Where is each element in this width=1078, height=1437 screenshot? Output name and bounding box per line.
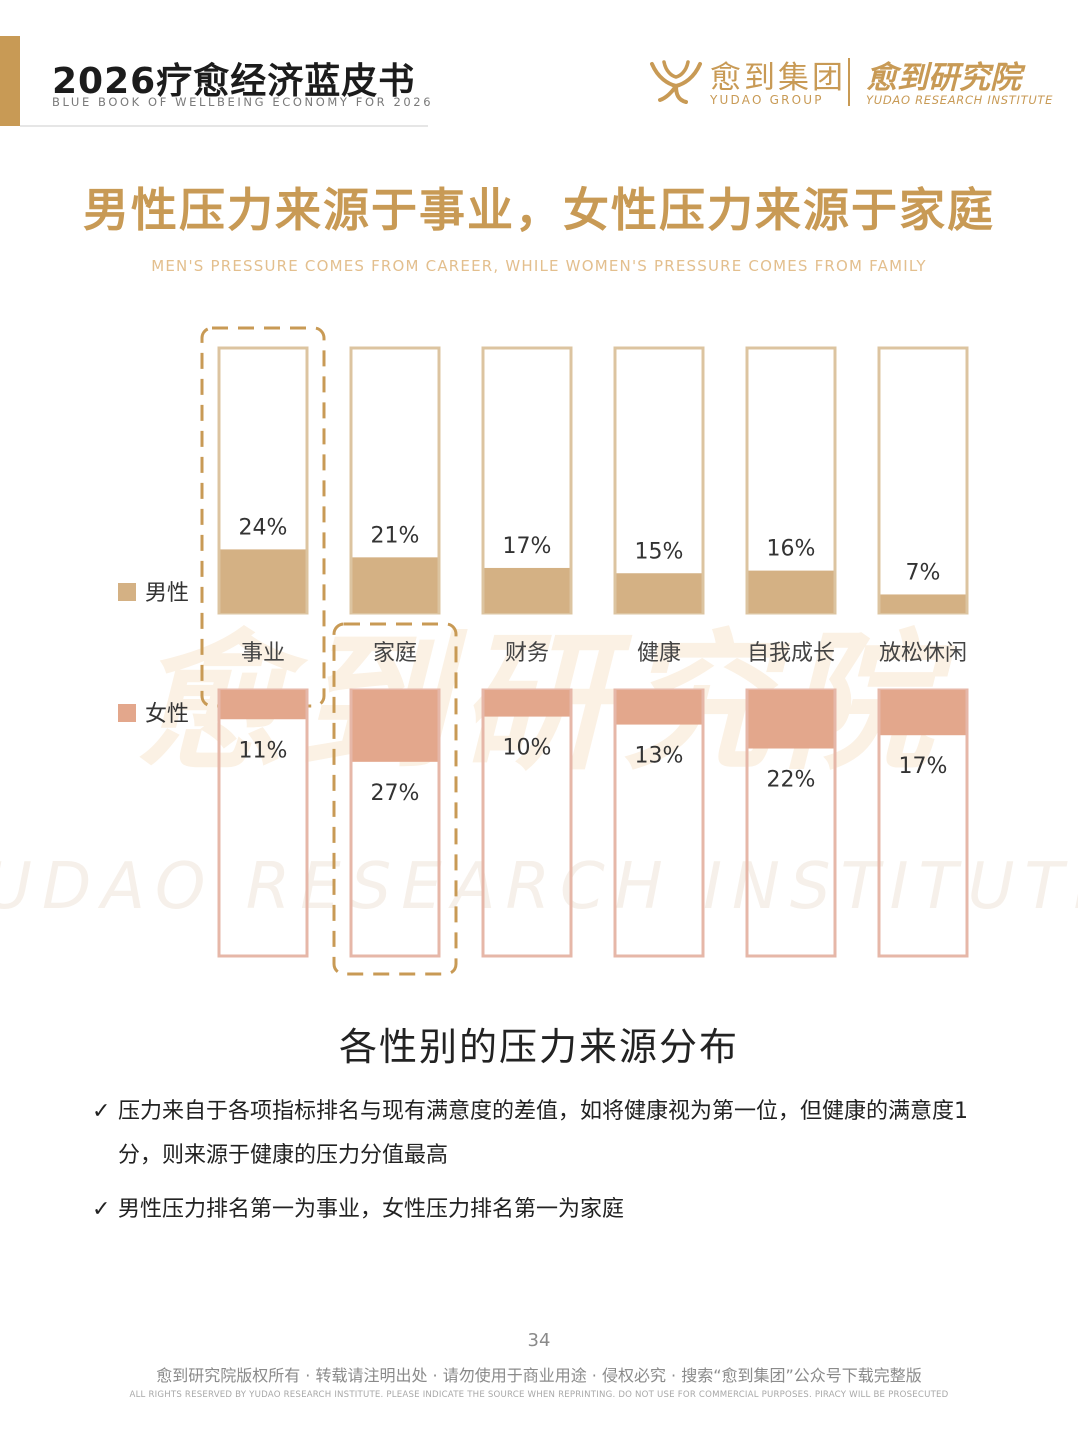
male-value-label: 7% bbox=[906, 560, 941, 585]
category-label: 自我成长 bbox=[747, 641, 835, 666]
category-label: 财务 bbox=[505, 641, 549, 666]
male-bar bbox=[352, 557, 438, 613]
institute-name-en: YUDAO RESEARCH INSTITUTE bbox=[866, 93, 1054, 107]
category-label: 健康 bbox=[637, 641, 681, 666]
male-value-label: 24% bbox=[239, 515, 288, 540]
check-mark-icon: ✓ bbox=[92, 1197, 111, 1222]
female-bar bbox=[484, 690, 570, 717]
category-label: 放松休闲 bbox=[879, 641, 967, 666]
female-bar bbox=[220, 690, 306, 720]
female-value-label: 10% bbox=[503, 736, 552, 761]
note-text: 压力来自于各项指标排名与现有满意度的差值，如将健康视为第一位，但健康的满意度1分… bbox=[118, 1099, 968, 1168]
notes-list: ✓ 压力来自于各项指标排名与现有满意度的差值，如将健康视为第一位，但健康的满意度… bbox=[92, 1090, 992, 1242]
female-value-label: 27% bbox=[371, 781, 420, 806]
male-value-label: 16% bbox=[767, 537, 816, 562]
male-bar bbox=[748, 570, 834, 613]
check-mark-icon: ✓ bbox=[92, 1099, 111, 1124]
logo-divider bbox=[848, 58, 850, 106]
male-bar bbox=[484, 567, 570, 613]
footer-copyright-en: ALL RIGHTS RESERVED BY YUDAO RESEARCH IN… bbox=[129, 1390, 949, 1400]
watermark-en: YUDAO RESEARCH INSTITUTE bbox=[0, 850, 1078, 924]
female-bar bbox=[880, 690, 966, 736]
page-number: 34 bbox=[527, 1330, 551, 1351]
male-value-label: 15% bbox=[635, 539, 684, 564]
female-value-label: 17% bbox=[899, 754, 948, 779]
female-bar bbox=[352, 690, 438, 762]
legend-swatch-female bbox=[118, 704, 136, 722]
brand-name-cn: 愈到集团 bbox=[710, 60, 846, 96]
female-bar bbox=[616, 690, 702, 725]
institute-name-cn: 愈到研究院 bbox=[866, 60, 1021, 96]
female-value-label: 11% bbox=[239, 738, 288, 763]
male-bar bbox=[220, 549, 306, 613]
legend-swatch-male bbox=[118, 583, 136, 601]
female-value-label: 22% bbox=[767, 768, 816, 793]
note-text: 男性压力排名第一为事业，女性压力排名第一为家庭 bbox=[118, 1197, 625, 1222]
legend-label-male: 男性 bbox=[145, 581, 189, 606]
footer-copyright-cn: 愈到研究院版权所有 · 转载请注明出处 · 请勿使用于商业用途 · 侵权必究 ·… bbox=[156, 1366, 922, 1385]
page-subtitle: MEN'S PRESSURE COMES FROM CAREER, WHILE … bbox=[151, 257, 927, 275]
male-value-label: 17% bbox=[503, 534, 552, 559]
book-title: 2026疗愈经济蓝皮书 bbox=[52, 61, 416, 102]
pressure-source-chart: 愈到研究院 YUDAO RESEARCH INSTITUTE 24%事业11%2… bbox=[0, 326, 1078, 976]
note-item: ✓ 压力来自于各项指标排名与现有满意度的差值，如将健康视为第一位，但健康的满意度… bbox=[92, 1090, 992, 1178]
note-item: ✓ 男性压力排名第一为事业，女性压力排名第一为家庭 bbox=[92, 1188, 992, 1232]
female-bar bbox=[748, 690, 834, 749]
category-label: 事业 bbox=[241, 641, 285, 666]
male-bar bbox=[616, 573, 702, 613]
chart-caption: 各性别的压力来源分布 bbox=[338, 1025, 739, 1069]
header-accent-bar bbox=[0, 36, 20, 126]
male-bar bbox=[880, 594, 966, 613]
category-label: 家庭 bbox=[373, 641, 417, 666]
header-divider bbox=[20, 125, 428, 127]
brand-name-en: YUDAO GROUP bbox=[710, 93, 824, 107]
yudao-y-logo-icon bbox=[650, 60, 702, 104]
page-title: 男性压力来源于事业，女性压力来源于家庭 bbox=[83, 183, 995, 237]
book-subtitle: BLUE BOOK OF WELLBEING ECONOMY FOR 2026 bbox=[52, 95, 434, 109]
highlight-box bbox=[200, 326, 326, 708]
female-value-label: 13% bbox=[635, 744, 684, 769]
legend-label-female: 女性 bbox=[145, 702, 189, 727]
male-value-label: 21% bbox=[371, 523, 420, 548]
